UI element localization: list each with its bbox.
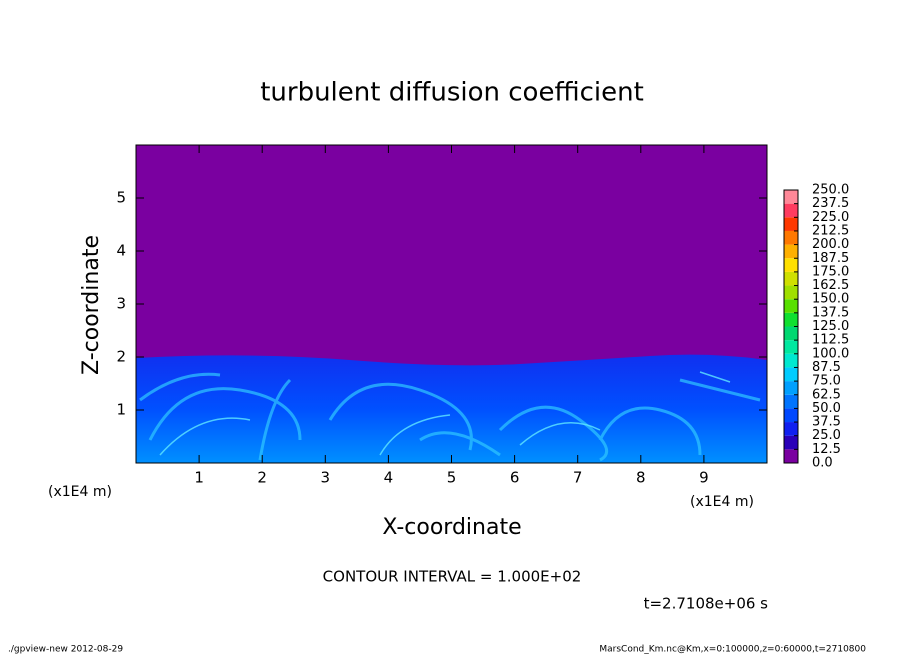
colorbar-bin [784,381,798,395]
y-tick-label: 3 [116,295,126,313]
colorbar-label: 150.0 [812,292,849,307]
colorbar-label: 250.0 [812,183,849,198]
colorbar-label: 212.5 [812,223,849,238]
colorbar-label: 162.5 [812,278,849,293]
colorbar-label: 175.0 [812,264,849,279]
colorbar-label: 12.5 [812,442,841,457]
colorbar-label: 75.0 [812,374,841,389]
colorbar-bin [784,271,798,286]
x-tick-label: 5 [447,469,457,487]
colorbar-bin [784,408,798,423]
colorbar-bin [784,285,798,300]
colorbar-label: 37.5 [812,415,841,430]
x-tick-label: 8 [636,469,646,487]
colorbar-bin [784,367,798,382]
y-axis-label: Z-coordinate [79,235,104,375]
footer-left: ./gpview-new 2012-08-29 [8,645,123,654]
field [136,145,767,463]
colorbar-bin [784,422,798,436]
colorbar-label: 0.0 [812,456,833,471]
colorbar-bin [784,217,798,231]
colorbar-label: 100.0 [812,346,849,361]
x-axis-label: X-coordinate [382,515,521,540]
colorbar-bin [784,435,798,450]
x-tick-label: 7 [573,469,583,487]
x-tick-label: 1 [194,469,204,487]
colorbar-bin [784,340,798,354]
y-tick-label: 5 [116,189,126,207]
time-label: t=2.7108e+06 s [644,595,769,613]
colorbar-label: 125.0 [812,319,849,334]
x-tick-label: 9 [699,469,709,487]
colorbar-bin [784,326,798,341]
chart-title: turbulent diffusion coefficient [260,78,644,108]
x-tick-label: 2 [257,469,267,487]
colorbar-bin [784,353,798,368]
colorbar-bin [784,203,798,218]
colorbar-label: 50.0 [812,401,841,416]
colorbar-bin [784,299,798,313]
colorbar-bin [784,394,798,409]
colorbar-bin [784,244,798,259]
colorbar-bin [784,230,798,245]
colorbar-bin [784,312,798,327]
colorbar-bin [784,258,798,272]
colorbar-label: 62.5 [812,387,841,402]
y-tick-label: 4 [116,242,126,260]
y-tick-label: 2 [116,348,126,366]
colorbar-bin [784,190,798,204]
colorbar-label: 237.5 [812,196,849,211]
colorbar-bin [784,449,798,463]
colorbar-label: 200.0 [812,237,849,252]
footer-right: MarsCond_Km.nc@Km,x=0:100000,z=0:60000,t… [599,645,866,654]
colorbar-label: 137.5 [812,305,849,320]
colorbar-label: 25.0 [812,428,841,443]
x-tick-label: 3 [321,469,331,487]
x-unit: (x1E4 m) [690,494,754,510]
colorbar-label: 187.5 [812,251,849,266]
colorbar-label: 87.5 [812,360,841,375]
colorbar-label: 112.5 [812,333,849,348]
x-tick-label: 6 [510,469,520,487]
y-tick-label: 1 [116,401,126,419]
y-unit: (x1E4 m) [48,484,112,500]
contour-interval: CONTOUR INTERVAL = 1.000E+02 [323,568,582,586]
x-tick-label: 4 [384,469,394,487]
colorbar-label: 225.0 [812,210,849,225]
